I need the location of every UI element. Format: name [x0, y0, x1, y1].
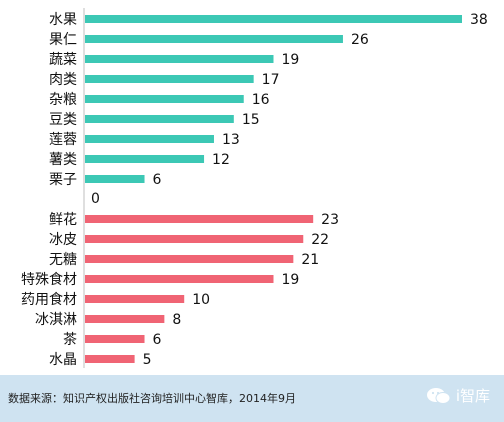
bar	[85, 95, 244, 103]
category-label: 果仁	[49, 32, 77, 48]
bar-value-label: 17	[262, 72, 280, 88]
category-label: 杂粮	[49, 92, 77, 108]
bar-value-label: 10	[192, 292, 210, 308]
bar-value-label: 8	[172, 312, 181, 328]
bar	[85, 355, 135, 363]
bar-value-label: 38	[470, 12, 488, 28]
category-label: 药用食材	[21, 291, 77, 308]
brand-name: i智库	[456, 385, 490, 406]
bar-value-label: 13	[222, 132, 240, 148]
brand-mark: i智库	[426, 385, 490, 406]
bar	[85, 315, 164, 323]
bar	[85, 155, 204, 163]
bar	[85, 75, 254, 83]
bar	[85, 235, 303, 243]
category-label: 莲蓉	[49, 132, 77, 148]
category-label: 特殊食材	[21, 271, 77, 288]
bar	[85, 255, 293, 263]
bar	[85, 15, 462, 23]
category-label: 豆类	[49, 112, 77, 128]
bar-value-label: 12	[212, 152, 230, 168]
category-label: 水晶	[49, 352, 77, 368]
bar	[85, 215, 313, 223]
category-label: 薯类	[49, 152, 77, 168]
category-label: 鲜花	[49, 212, 77, 228]
bar-value-label: 6	[153, 172, 162, 188]
category-label: 水果	[49, 12, 77, 28]
bar-value-label: 23	[321, 212, 339, 228]
bar	[85, 335, 145, 343]
bar-value-label: 22	[311, 232, 329, 248]
category-label: 栗子	[49, 172, 77, 188]
bar	[85, 115, 234, 123]
bar-value-label: 5	[143, 352, 152, 368]
bar-value-label: 16	[252, 92, 270, 108]
bar	[85, 275, 274, 283]
bar-chart: 0 水果 38 果仁 26 蔬菜 19 肉类 17 杂粮 16 豆类 15 莲蓉 13 薯类 12 栗子 6 鲜花 2…	[0, 0, 504, 375]
category-label: 冰皮	[49, 232, 77, 248]
bar-value-label: 6	[153, 332, 162, 348]
gap-value-label: 0	[91, 191, 100, 207]
bar	[85, 295, 184, 303]
bar	[85, 175, 145, 183]
bar	[85, 55, 274, 63]
category-label: 无糖	[49, 252, 77, 268]
category-label: 冰淇淋	[35, 312, 77, 328]
data-source-text: 数据来源：知识产权出版社咨询培训中心智库，2014年9月	[8, 390, 296, 406]
wechat-icon	[426, 386, 452, 406]
source-footer: 数据来源：知识产权出版社咨询培训中心智库，2014年9月 i智库	[0, 375, 504, 422]
category-label: 茶	[63, 332, 77, 348]
bar	[85, 135, 214, 143]
bar-value-label: 19	[282, 272, 300, 288]
bar-value-label: 15	[242, 112, 260, 128]
category-label: 蔬菜	[49, 52, 77, 68]
bar	[85, 35, 343, 43]
bar-value-label: 19	[282, 52, 300, 68]
bar-value-label: 26	[351, 32, 369, 48]
bar-value-label: 21	[301, 252, 319, 268]
category-label: 肉类	[49, 72, 77, 88]
